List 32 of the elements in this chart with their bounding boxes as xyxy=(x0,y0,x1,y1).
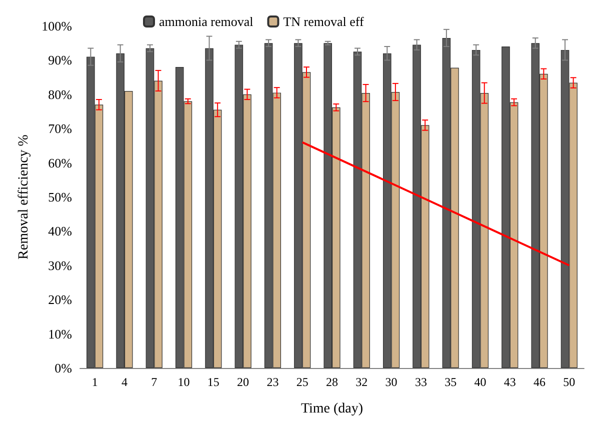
y-tick-label: 60% xyxy=(48,155,72,170)
legend-label: TN removal eff xyxy=(283,14,365,29)
y-tick-label: 100% xyxy=(42,18,72,34)
x-tick-label: 33 xyxy=(414,375,427,389)
y-tick-label: 10% xyxy=(48,326,72,342)
x-tick-label: 50 xyxy=(563,375,576,389)
x-tick-label: 15 xyxy=(207,375,220,389)
x-tick-label: 35 xyxy=(444,375,457,389)
y-tick-label: 80% xyxy=(48,86,72,102)
x-tick-label: 32 xyxy=(356,375,368,389)
x-tick-label: 25 xyxy=(296,375,308,389)
x-tick-label: 7 xyxy=(151,375,158,389)
x-tick-label: 43 xyxy=(504,375,516,389)
x-tick-label: 23 xyxy=(266,375,279,389)
y-tick-label: 70% xyxy=(48,121,72,136)
x-tick-label: 10 xyxy=(178,375,190,389)
x-tick-label: 28 xyxy=(326,375,338,389)
y-tick-label: 90% xyxy=(48,52,72,68)
x-tick-label: 4 xyxy=(121,375,128,389)
y-tick-label: 40% xyxy=(48,224,72,239)
x-tick-label: 46 xyxy=(534,375,546,389)
x-tick-label: 20 xyxy=(237,375,250,389)
y-tick-label: 30% xyxy=(48,258,72,273)
x-tick-label: 1 xyxy=(92,375,98,389)
x-axis-title: Time (day) xyxy=(300,402,364,416)
y-tick-label: 20% xyxy=(48,292,72,308)
x-tick-label: 30 xyxy=(385,375,398,389)
legend-label: ammonia removal xyxy=(159,14,254,29)
y-tick-label: 0% xyxy=(54,360,72,376)
y-axis-title: Removal efficiency % xyxy=(16,134,32,260)
x-tick-label: 40 xyxy=(474,375,486,389)
y-tick-label: 50% xyxy=(48,190,72,204)
